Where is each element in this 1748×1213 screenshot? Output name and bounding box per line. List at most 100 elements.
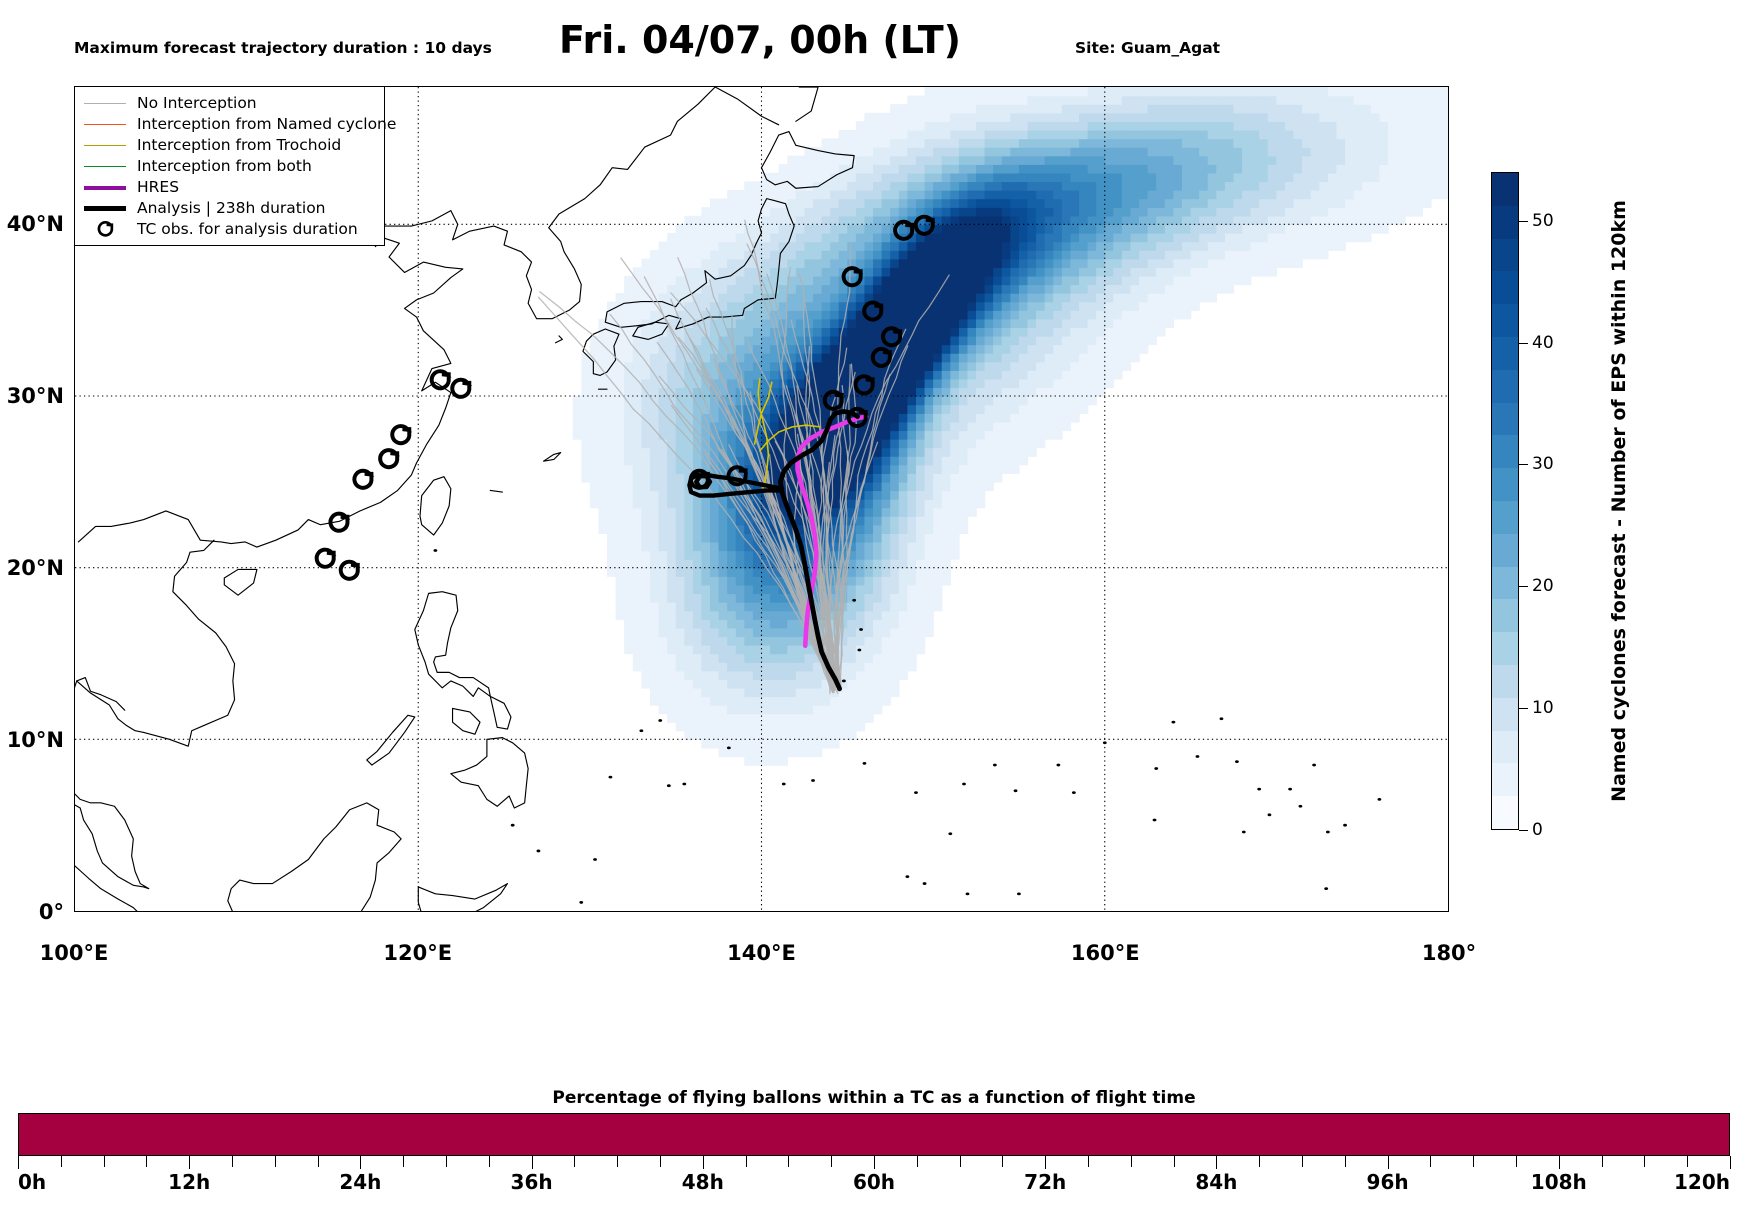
- page-title: Fri. 04/07, 00h (LT): [558, 18, 961, 62]
- tc-cyclone-icon: [338, 559, 361, 581]
- coastline-6: [714, 87, 780, 126]
- flight-time-label-1: 12h: [168, 1170, 211, 1194]
- island-26: [1017, 892, 1021, 896]
- flight-time-tick-63: [916, 1156, 918, 1167]
- flight-time-tick-45: [660, 1156, 661, 1167]
- eps-density-layer: [572, 87, 1448, 766]
- ensemble-trajectory-layer: [537, 219, 950, 695]
- island-1: [666, 784, 671, 788]
- colorbar-tick-label-3: 30: [1532, 454, 1554, 475]
- flight-time-tick-60: [874, 1156, 875, 1169]
- colorbar-segment-3: [1492, 697, 1518, 731]
- header-max-duration: Maximum forecast trajectory duration : 1…: [74, 38, 492, 57]
- island-9: [992, 763, 997, 767]
- legend-label-both: Interception from both: [137, 156, 312, 175]
- coastline-0: [77, 87, 716, 548]
- flight-time-tick-69: [1002, 1156, 1004, 1167]
- colorbar-tick-2: [1519, 586, 1528, 588]
- eps-trajectory-57: [704, 452, 832, 684]
- tc-cyclone-icon: [328, 511, 351, 533]
- island-29: [781, 782, 786, 786]
- island-32: [1013, 789, 1018, 793]
- tc-cyclone-icon: [688, 468, 711, 490]
- eps-trajectory-51: [833, 345, 909, 690]
- tc-cyclone-icon: [841, 266, 864, 288]
- island-37: [905, 875, 910, 879]
- island-8: [962, 782, 966, 786]
- island-44: [536, 849, 541, 853]
- island-2: [726, 746, 731, 750]
- island-38: [1171, 720, 1176, 724]
- legend-item-named-cyclone[interactable]: Interception from Named cyclone: [84, 114, 396, 135]
- coastline-18: [451, 707, 481, 735]
- flight-time-tick-90: [1302, 1156, 1303, 1167]
- colorbar[interactable]: 0 10 20 30 40 50: [1491, 172, 1554, 840]
- colorbar-tick-label-0: 0: [1532, 820, 1543, 840]
- flight-time-tick-108: [1558, 1156, 1560, 1169]
- colorbar-tick-label-1: 10: [1532, 698, 1554, 719]
- flight-time-label-5: 60h: [852, 1170, 896, 1194]
- flight-time-label-6: 72h: [1024, 1170, 1067, 1194]
- flight-time-label-2: 24h: [339, 1170, 382, 1194]
- legend-item-hres[interactable]: HRES: [84, 177, 384, 198]
- progress-bar-title: Percentage of flying ballons within a TC…: [552, 1088, 1196, 1108]
- flight-time-tick-93: [1344, 1156, 1346, 1167]
- trochoid-trajectory-2: [753, 381, 773, 445]
- colorbar-segment-15: [1492, 304, 1518, 337]
- island-13: [1195, 755, 1200, 758]
- flight-time-tick-54: [788, 1156, 790, 1167]
- xtick-3: 160°E: [1070, 941, 1140, 965]
- legend-item-tc-obs[interactable]: TC obs. for analysis duration: [84, 219, 384, 240]
- coastline-13: [227, 802, 402, 911]
- coastline-16: [414, 591, 491, 697]
- colorbar-tick-label-2: 20: [1532, 576, 1554, 597]
- colorbar-segment-1: [1492, 763, 1518, 797]
- colorbar-segment-12: [1492, 402, 1518, 436]
- island-42: [433, 549, 438, 552]
- tc-cyclone-icon: [881, 326, 903, 348]
- flight-time-tick-21: [317, 1156, 319, 1167]
- colorbar-tick-5: [1519, 220, 1528, 222]
- tc-cyclone-icon: [450, 377, 473, 399]
- legend-swatch-analysis: [84, 206, 126, 211]
- colorbar-segment-16: [1492, 271, 1518, 305]
- flight-time-tick-96: [1387, 1156, 1389, 1169]
- map-legend[interactable]: No Interception Interception from Named …: [74, 86, 396, 246]
- island-21: [1241, 830, 1246, 834]
- flight-time-tick-87: [1259, 1156, 1261, 1167]
- legend-item-trochoid[interactable]: Interception from Trochoid: [84, 135, 384, 156]
- flight-time-label-7: 84h: [1195, 1170, 1238, 1194]
- ytick-1: 10°N: [6, 727, 64, 752]
- coastline-1: [604, 198, 795, 330]
- island-0: [682, 782, 687, 786]
- island-14: [1235, 760, 1239, 764]
- trochoid-trajectory-0: [757, 377, 770, 492]
- legend-item-analysis[interactable]: Analysis | 238h duration: [84, 198, 384, 219]
- island-22: [593, 858, 597, 861]
- colorbar-tick-1: [1519, 708, 1528, 710]
- island-25: [922, 882, 927, 885]
- colorbar-segment-9: [1492, 500, 1518, 534]
- flight-time-tick-75: [1088, 1156, 1089, 1167]
- flight-time-progress-bar[interactable]: [18, 1113, 1730, 1156]
- legend-swatch-both: [84, 166, 126, 167]
- island-18: [1324, 887, 1329, 891]
- eps-trajectory-50: [834, 274, 950, 687]
- colorbar-segment-10: [1492, 468, 1518, 501]
- legend-item-both[interactable]: Interception from both: [84, 156, 384, 177]
- forecast-map[interactable]: [74, 86, 1449, 912]
- flight-time-tick-57: [831, 1156, 833, 1167]
- coastline-24: [489, 489, 503, 493]
- tc-cyclone-icon: [314, 547, 337, 569]
- coastline-layer: [75, 87, 1382, 911]
- ytick-3: 30°N: [6, 383, 64, 408]
- flight-time-label-10: 120h: [1674, 1170, 1730, 1194]
- colorbar-title-text: Named cyclones forecast - Number of EPS …: [1608, 200, 1631, 802]
- colorbar-tick-4: [1519, 342, 1528, 344]
- colorbar-segment-11: [1492, 435, 1518, 469]
- flight-time-tick-120: [1730, 1156, 1731, 1169]
- island-35: [639, 729, 644, 733]
- island-43: [510, 823, 515, 827]
- legend-label-hres: HRES: [137, 177, 180, 196]
- legend-item-no-interception[interactable]: No Interception: [84, 93, 384, 114]
